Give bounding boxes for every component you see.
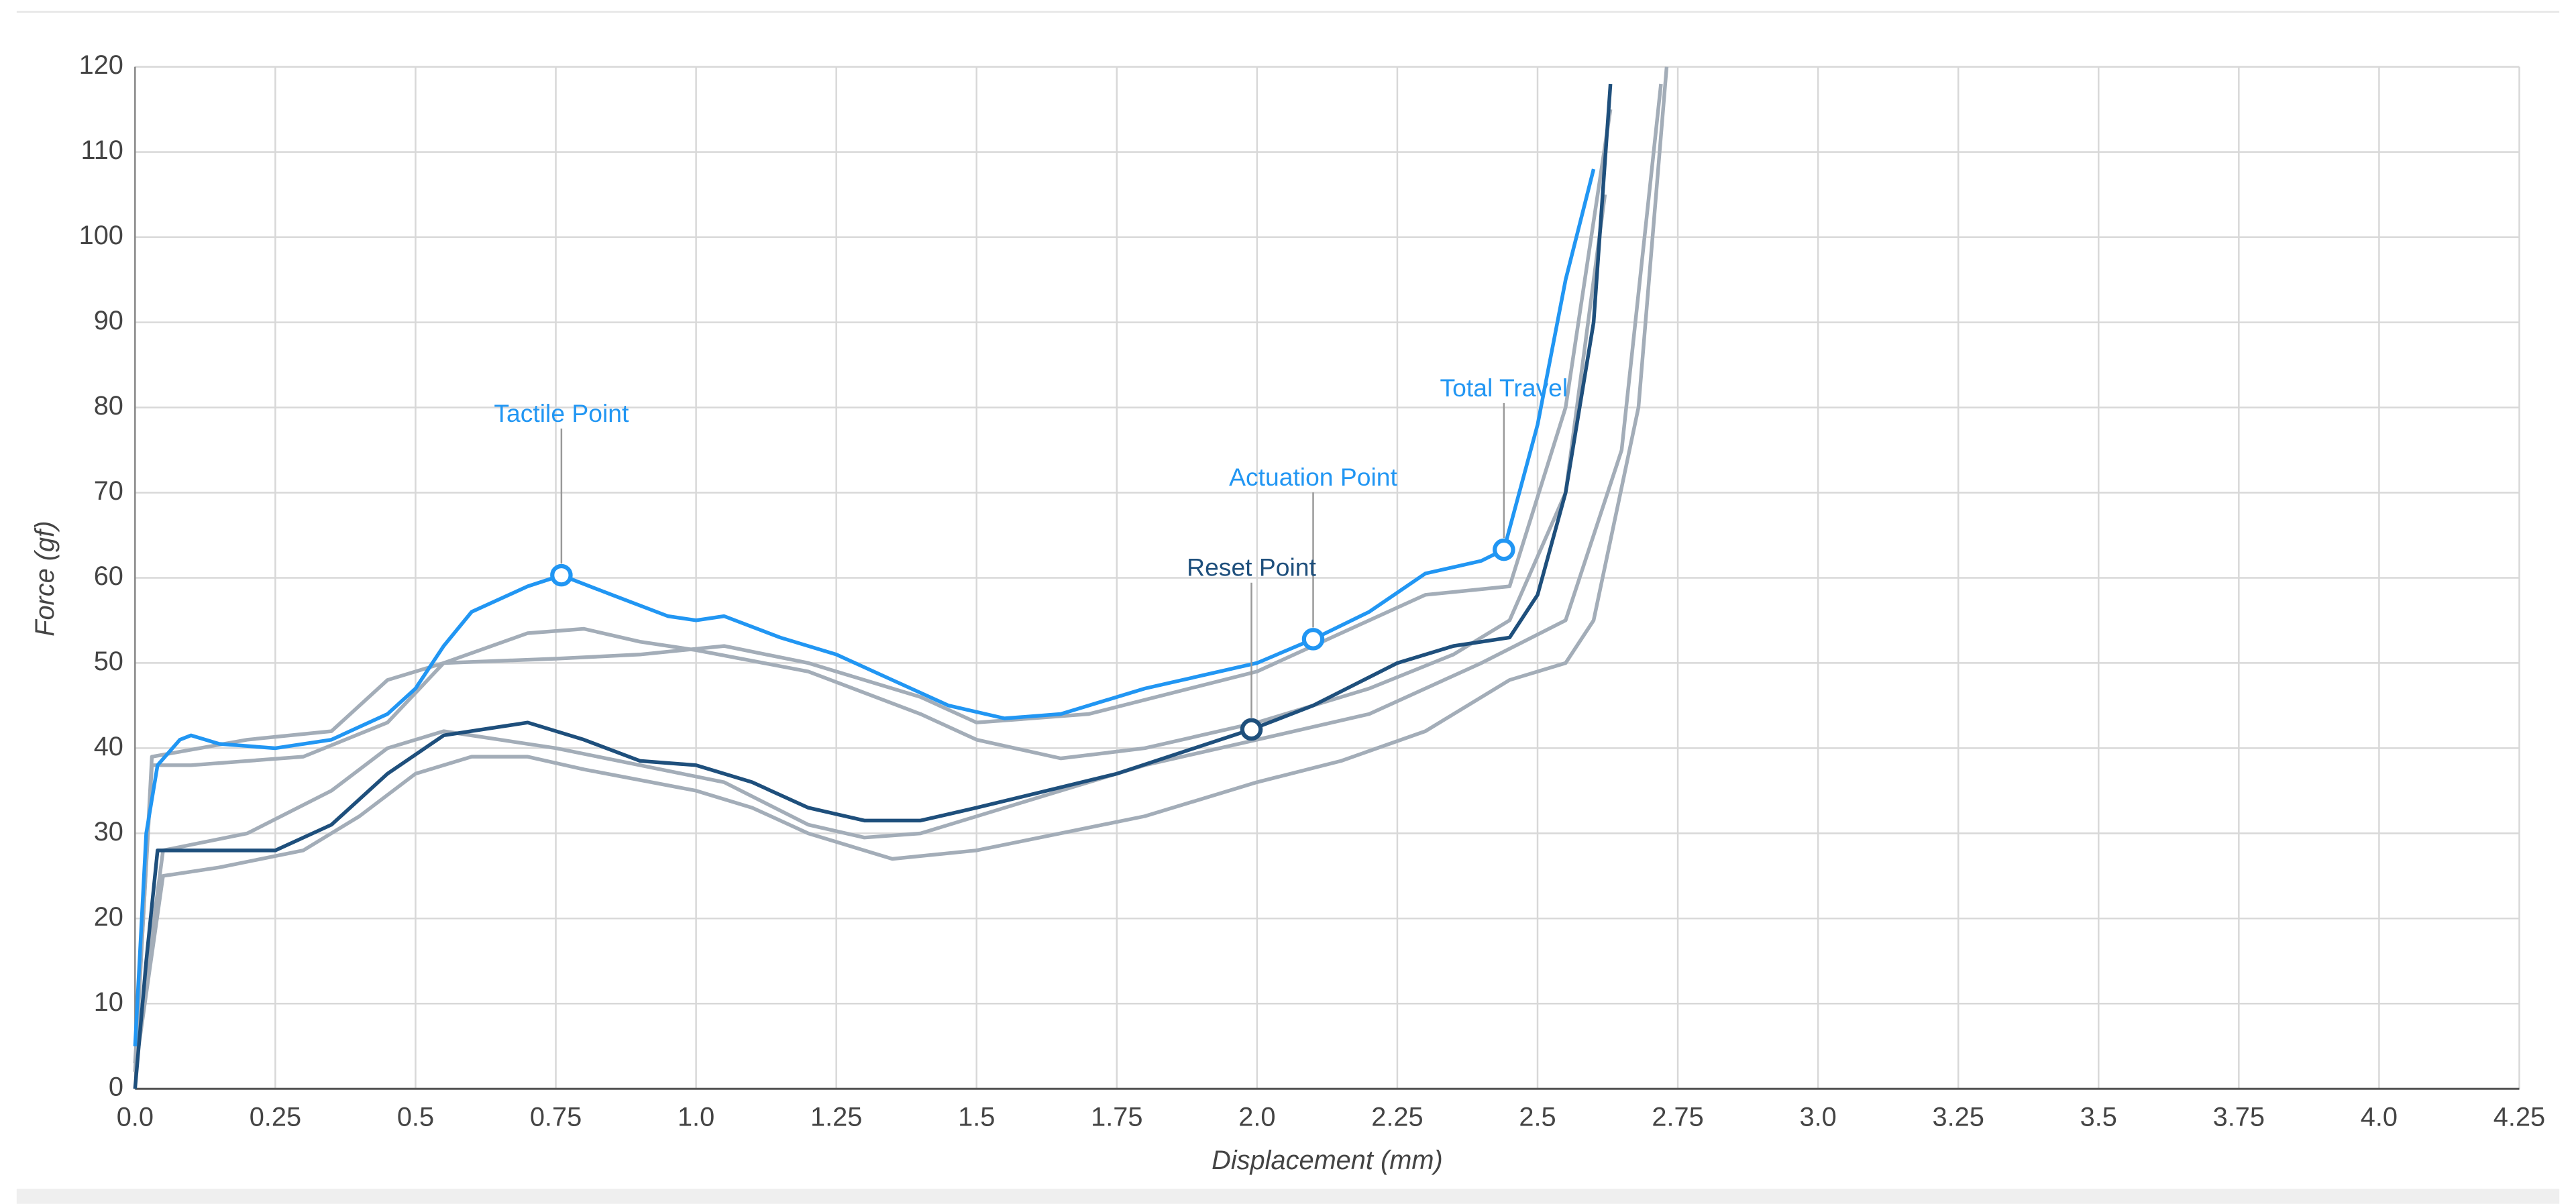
y-tick-label: 120 [79, 50, 123, 80]
series-line [133, 83, 1613, 1089]
y-tick-label: 50 [94, 647, 123, 676]
y-tick-label: 80 [94, 391, 123, 421]
y-tick-label: 0 [109, 1073, 123, 1102]
y-tick-label: 110 [81, 135, 123, 165]
x-tick-label: 3.5 [2080, 1102, 2117, 1132]
series-line [133, 168, 1596, 1047]
x-tick-label: 2.25 [1371, 1102, 1423, 1132]
x-tick-label: 1.25 [810, 1102, 862, 1132]
series-line [133, 83, 1663, 1064]
x-tick-label: 0.5 [397, 1102, 434, 1132]
x-tick-label: 1.5 [958, 1102, 995, 1132]
series-line [133, 66, 1669, 1073]
x-tick-label: 3.25 [1933, 1102, 1984, 1132]
x-tick-label: 4.25 [2493, 1102, 2545, 1132]
series-line [133, 109, 1613, 1073]
annotation-label: Tactile Point [494, 399, 629, 427]
annotation-marker [1240, 718, 1263, 741]
annotation-label: Reset Point [1187, 553, 1316, 582]
annotation-marker [1301, 628, 1325, 651]
x-tick-label: 0.0 [117, 1102, 154, 1132]
y-tick-label: 90 [94, 306, 123, 335]
x-tick-label: 1.75 [1091, 1102, 1142, 1132]
annotation-marker [1493, 538, 1515, 561]
x-tick-label: 2.5 [1519, 1102, 1556, 1132]
x-axis-label: Displacement (mm) [1212, 1146, 1443, 1175]
series-line [133, 194, 1607, 1064]
y-tick-label: 30 [94, 817, 123, 846]
y-tick-label: 70 [94, 476, 123, 506]
bottom-bar [16, 1189, 2560, 1204]
y-tick-label: 40 [94, 732, 123, 761]
y-tick-label: 10 [94, 987, 123, 1017]
annotation-label: Actuation Point [1229, 463, 1397, 491]
y-tick-label: 100 [79, 221, 123, 250]
x-tick-label: 0.25 [250, 1102, 301, 1132]
annotation-marker [550, 563, 573, 587]
x-tick-label: 4.0 [2361, 1102, 2398, 1132]
x-tick-label: 3.75 [2213, 1102, 2265, 1132]
annotation-label: Total Travel [1440, 374, 1568, 402]
y-axis-label: Force (gf) [30, 521, 60, 637]
y-tick-label: 20 [94, 902, 123, 932]
x-tick-label: 1.0 [678, 1102, 714, 1132]
x-tick-label: 3.0 [1800, 1102, 1837, 1132]
x-tick-label: 2.0 [1238, 1102, 1275, 1132]
y-tick-label: 60 [94, 561, 123, 591]
x-tick-label: 0.75 [530, 1102, 582, 1132]
x-tick-label: 2.75 [1652, 1102, 1703, 1132]
